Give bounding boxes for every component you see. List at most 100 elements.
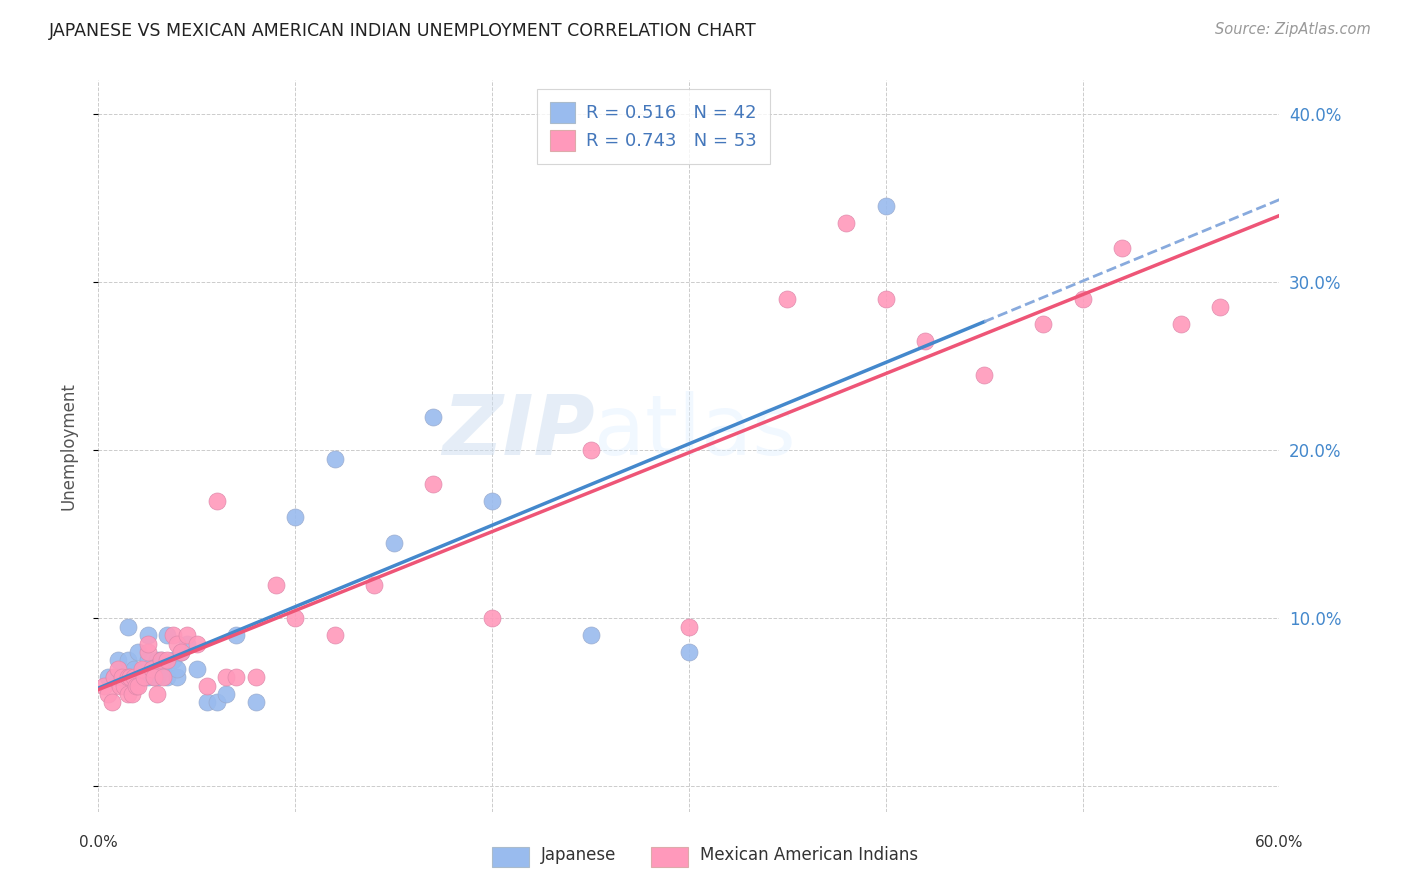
Point	[107, 662, 129, 676]
Point	[156, 653, 179, 667]
Point	[162, 628, 184, 642]
Point	[205, 493, 228, 508]
Point	[1032, 317, 1054, 331]
Point	[363, 578, 385, 592]
Point	[112, 679, 135, 693]
Point	[1170, 317, 1192, 331]
Text: 0.0%: 0.0%	[79, 836, 118, 850]
Point	[166, 636, 188, 650]
Point	[97, 687, 120, 701]
Point	[132, 662, 155, 676]
Point	[579, 628, 602, 642]
Point	[186, 636, 208, 650]
Text: 60.0%: 60.0%	[1256, 836, 1303, 850]
Point	[107, 653, 129, 667]
Point	[284, 611, 307, 625]
Point	[136, 645, 159, 659]
Point	[150, 653, 173, 667]
Point	[225, 628, 247, 642]
Point	[875, 199, 897, 213]
Point	[176, 628, 198, 642]
Point	[131, 670, 153, 684]
Point	[117, 620, 139, 634]
Point	[142, 670, 165, 684]
Point	[97, 670, 120, 684]
Point	[125, 679, 148, 693]
Point	[103, 670, 125, 684]
Point	[914, 334, 936, 348]
Point	[108, 679, 131, 693]
Point	[117, 687, 139, 701]
Point	[117, 670, 139, 684]
Point	[146, 670, 169, 684]
Point	[141, 662, 163, 676]
Point	[112, 670, 135, 684]
Point	[422, 476, 444, 491]
Point	[382, 535, 405, 549]
Point	[579, 443, 602, 458]
Point	[176, 636, 198, 650]
Point	[481, 493, 503, 508]
Point	[101, 695, 124, 709]
Point	[422, 409, 444, 424]
Point	[678, 620, 700, 634]
Legend: R = 0.516   N = 42, R = 0.743   N = 53: R = 0.516 N = 42, R = 0.743 N = 53	[537, 89, 769, 163]
Point	[117, 653, 139, 667]
Text: Japanese: Japanese	[541, 846, 617, 863]
Point	[136, 628, 159, 642]
Point	[1071, 292, 1094, 306]
Point	[264, 578, 287, 592]
Text: Source: ZipAtlas.com: Source: ZipAtlas.com	[1215, 22, 1371, 37]
Point	[162, 653, 184, 667]
Point	[186, 662, 208, 676]
Point	[166, 670, 188, 684]
Point	[136, 636, 159, 650]
Point	[875, 292, 897, 306]
Point	[205, 695, 228, 709]
Point	[118, 670, 141, 684]
Point	[225, 670, 247, 684]
Point	[835, 216, 858, 230]
Point	[166, 662, 188, 676]
Point	[142, 662, 165, 676]
Point	[131, 662, 153, 676]
Point	[122, 662, 145, 676]
Point	[103, 670, 125, 684]
Point	[245, 670, 267, 684]
Y-axis label: Unemployment: Unemployment	[59, 382, 77, 510]
Point	[481, 611, 503, 625]
Point	[136, 653, 159, 667]
Point	[776, 292, 799, 306]
Point	[195, 695, 218, 709]
Point	[121, 687, 143, 701]
Point	[127, 670, 149, 684]
Point	[146, 687, 169, 701]
Point	[156, 670, 179, 684]
Point	[111, 670, 134, 684]
Point	[215, 670, 238, 684]
Point	[93, 679, 115, 693]
Point	[136, 670, 159, 684]
Point	[146, 653, 169, 667]
Point	[323, 628, 346, 642]
Text: Mexican American Indians: Mexican American Indians	[700, 846, 918, 863]
Point	[323, 451, 346, 466]
Point	[170, 645, 193, 659]
Point	[152, 662, 174, 676]
Point	[245, 695, 267, 709]
Point	[1111, 242, 1133, 256]
Point	[973, 368, 995, 382]
Text: JAPANESE VS MEXICAN AMERICAN INDIAN UNEMPLOYMENT CORRELATION CHART: JAPANESE VS MEXICAN AMERICAN INDIAN UNEM…	[49, 22, 756, 40]
Point	[156, 628, 179, 642]
Point	[142, 670, 165, 684]
Point	[150, 653, 173, 667]
Text: atlas: atlas	[595, 391, 796, 472]
Point	[284, 510, 307, 524]
Point	[132, 670, 155, 684]
Point	[215, 687, 238, 701]
Point	[195, 679, 218, 693]
Text: ZIP: ZIP	[441, 391, 595, 472]
Point	[1209, 300, 1232, 314]
Point	[170, 645, 193, 659]
Point	[122, 670, 145, 684]
